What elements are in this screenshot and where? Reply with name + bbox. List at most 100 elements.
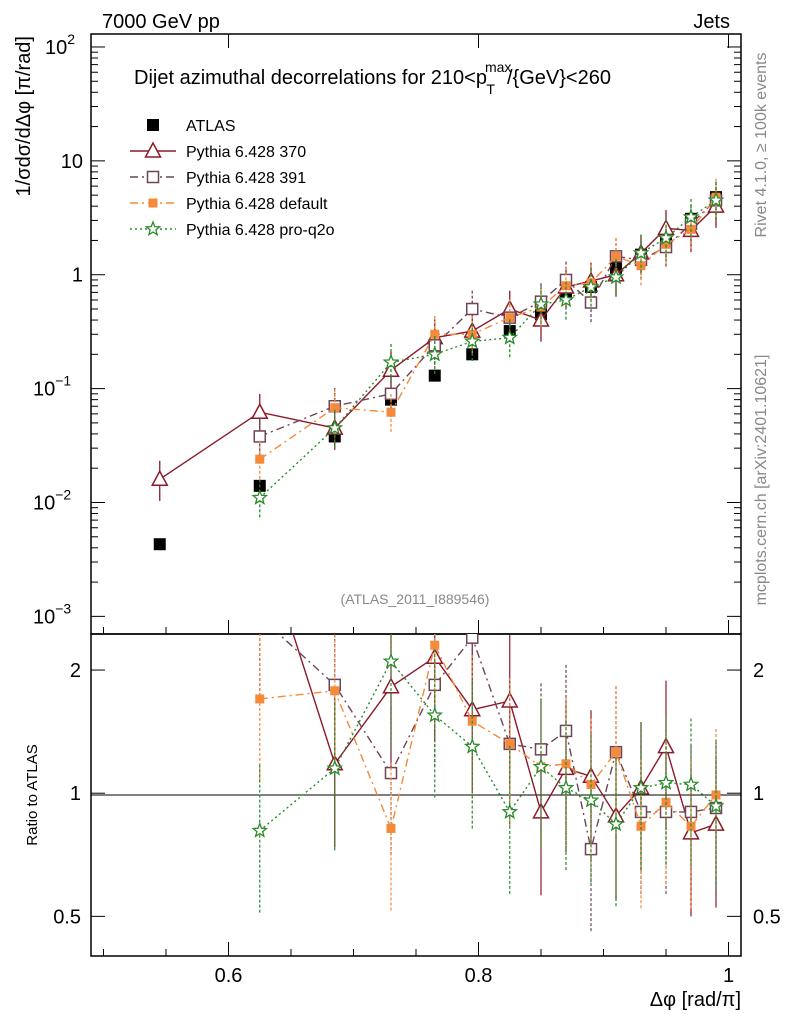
chart-title-sub: T [486,81,495,97]
y-tick-base: 10 [33,606,55,628]
data-point-pythia-6-428-default [330,403,340,413]
data-point-pythia-6-428-pro-q2o [501,328,519,345]
y-tick-base: 10 [33,492,55,514]
legend-label-default: Pythia 6.428 default [186,196,328,213]
data-point-pythia-6-428-default [611,251,621,261]
mcplots-label: mcplots.cern.ch [arXiv:2401.10621] [753,355,770,606]
y-tick-label: 10 [61,151,83,173]
x-axis-label: Δφ [rad/π] [650,989,741,1011]
x-tick-label: 0.8 [465,965,493,987]
ratio-tick-label: 2 [70,660,81,682]
ratio-point-pythia-6-428-370 [657,737,675,754]
data-point-pythia-6-428-default [505,313,515,323]
data-point-pythia-6-428-pro-q2o [463,332,481,349]
ratio-point-pythia-6-428-pro-q2o [632,779,650,796]
ratio-point-pythia-6-428-pro-q2o [657,774,675,790]
ratio-line-pythia-6-428-391 [277,634,717,850]
ratio-point-pythia-6-428-370 [252,522,267,536]
ratio-point-pythia-6-428-default [636,821,646,831]
ratio-tick-label-right: 0.5 [753,906,781,928]
series-line-pythia-6-428-default [259,196,717,460]
data-point-pythia-6-428-default [661,239,671,249]
legend-label-atlas: ATLAS [186,118,236,135]
data-point-pythia-6-428-370 [250,402,269,419]
chart-title-main: Dijet azimuthal decorrelations for 210<p [134,67,487,89]
ratio-point-pythia-6-428-default [505,739,515,749]
x-tick-label: 0.6 [215,965,243,987]
ratio-point-pythia-6-428-pro-q2o [501,803,519,820]
data-point-pythia-6-428-pro-q2o [532,295,550,312]
chart-title-sup: max [485,59,511,75]
data-point-pythia-6-428-370 [150,469,169,486]
legend-marker-pythia-6-428-pro-q2o [144,220,162,237]
ratio-point-pythia-6-428-default [711,790,721,800]
data-point-pythia-6-428-default [430,329,440,339]
ratio-line-pythia-6-428-default [259,643,717,831]
y-tick-exponent: −1 [55,373,71,389]
data-point-pythia-6-428-pro-q2o [582,278,600,295]
series-line-pythia-6-428-pro-q2o [259,199,717,499]
data-point-pythia-6-428-pro-q2o [707,191,725,208]
y-tick-label: 10−3 [33,600,71,628]
data-point-pythia-6-428-pro-q2o [557,291,575,308]
legend-marker-pythia-6-428-391 [146,170,160,184]
data-point-pythia-6-428-pro-q2o [251,489,269,505]
y-tick-label: 102 [45,31,75,59]
series-line-pythia-6-428-391 [259,199,717,438]
ratio-point-pythia-6-428-pro-q2o [557,779,575,796]
y-tick-label: 10−2 [33,486,71,514]
ratio-point-pythia-6-428-default [330,686,340,696]
ratio-point-pythia-6-428-pro-q2o [426,706,444,723]
y-tick-exponent: 2 [67,31,75,47]
ratio-point-pythia-6-428-default [255,694,265,704]
legend-label-370: Pythia 6.428 370 [186,144,306,161]
ratio-point-pythia-6-428-391 [466,634,479,644]
data-point-pythia-6-428-391 [466,302,479,316]
y-tick-exponent: −3 [55,600,71,616]
data-point-atlas [153,538,166,551]
y-tick-exponent: −2 [55,486,71,502]
data-point-pythia-6-428-default [386,407,396,417]
ratio-series-layer [251,522,725,933]
rivet-version-label: Rivet 4.1.0, ≥ 100k events [753,53,770,238]
ratio-point-pythia-6-428-391 [254,611,265,622]
legend-marker-atlas [147,119,159,131]
ratio-tick-label-right: 1 [753,783,764,805]
y-tick-label: 1 [72,265,83,287]
ratio-tick-label-right: 2 [753,660,764,682]
legend-marker-pythia-6-428-370 [144,141,162,158]
legend-markers [130,119,176,237]
legend: ATLAS Pythia 6.428 370 Pythia 6.428 391 … [186,118,335,239]
ratio-point-pythia-6-428-pro-q2o [251,821,269,838]
y-tick-base: 10 [33,379,55,401]
ratio-point-pythia-6-428-pro-q2o [707,797,725,814]
data-point-atlas [428,369,441,382]
ratio-point-pythia-6-428-pro-q2o [582,791,600,808]
data-point-pythia-6-428-391 [253,430,266,443]
data-point-pythia-6-428-default [255,454,265,464]
ratio-axis-label: Ratio to ATLAS [24,744,41,845]
ratio-point-pythia-6-428-pro-q2o [607,815,625,832]
data-point-pythia-6-428-391 [384,387,398,401]
ratio-tick-label: 0.5 [53,906,81,928]
data-point-pythia-6-428-pro-q2o [682,208,700,225]
ratio-point-pythia-6-428-pro-q2o [682,775,700,792]
legend-label-391: Pythia 6.428 391 [186,170,306,187]
ratio-point-pythia-6-428-default [386,823,396,833]
data-point-pythia-6-428-pro-q2o [426,345,444,362]
y-tick-label: 10−1 [33,373,71,401]
ratio-point-pythia-6-428-391 [534,743,548,756]
ratio-tick-label: 1 [70,783,81,805]
main-series-layer [150,178,725,551]
y-tick-base: 10 [45,37,67,59]
data-point-pythia-6-428-pro-q2o [657,229,675,246]
data-point-pythia-6-428-pro-q2o [326,419,344,436]
header-energy-label: 7000 GeV pp [102,11,220,33]
data-point-pythia-6-428-pro-q2o [632,244,650,261]
ratio-line-pythia-6-428-pro-q2o [259,660,717,832]
chart-title: Dijet azimuthal decorrelations for 210<p… [134,59,611,97]
ratio-point-pythia-6-428-pro-q2o [463,737,481,754]
ratio-line-pythia-6-428-370 [292,634,717,834]
